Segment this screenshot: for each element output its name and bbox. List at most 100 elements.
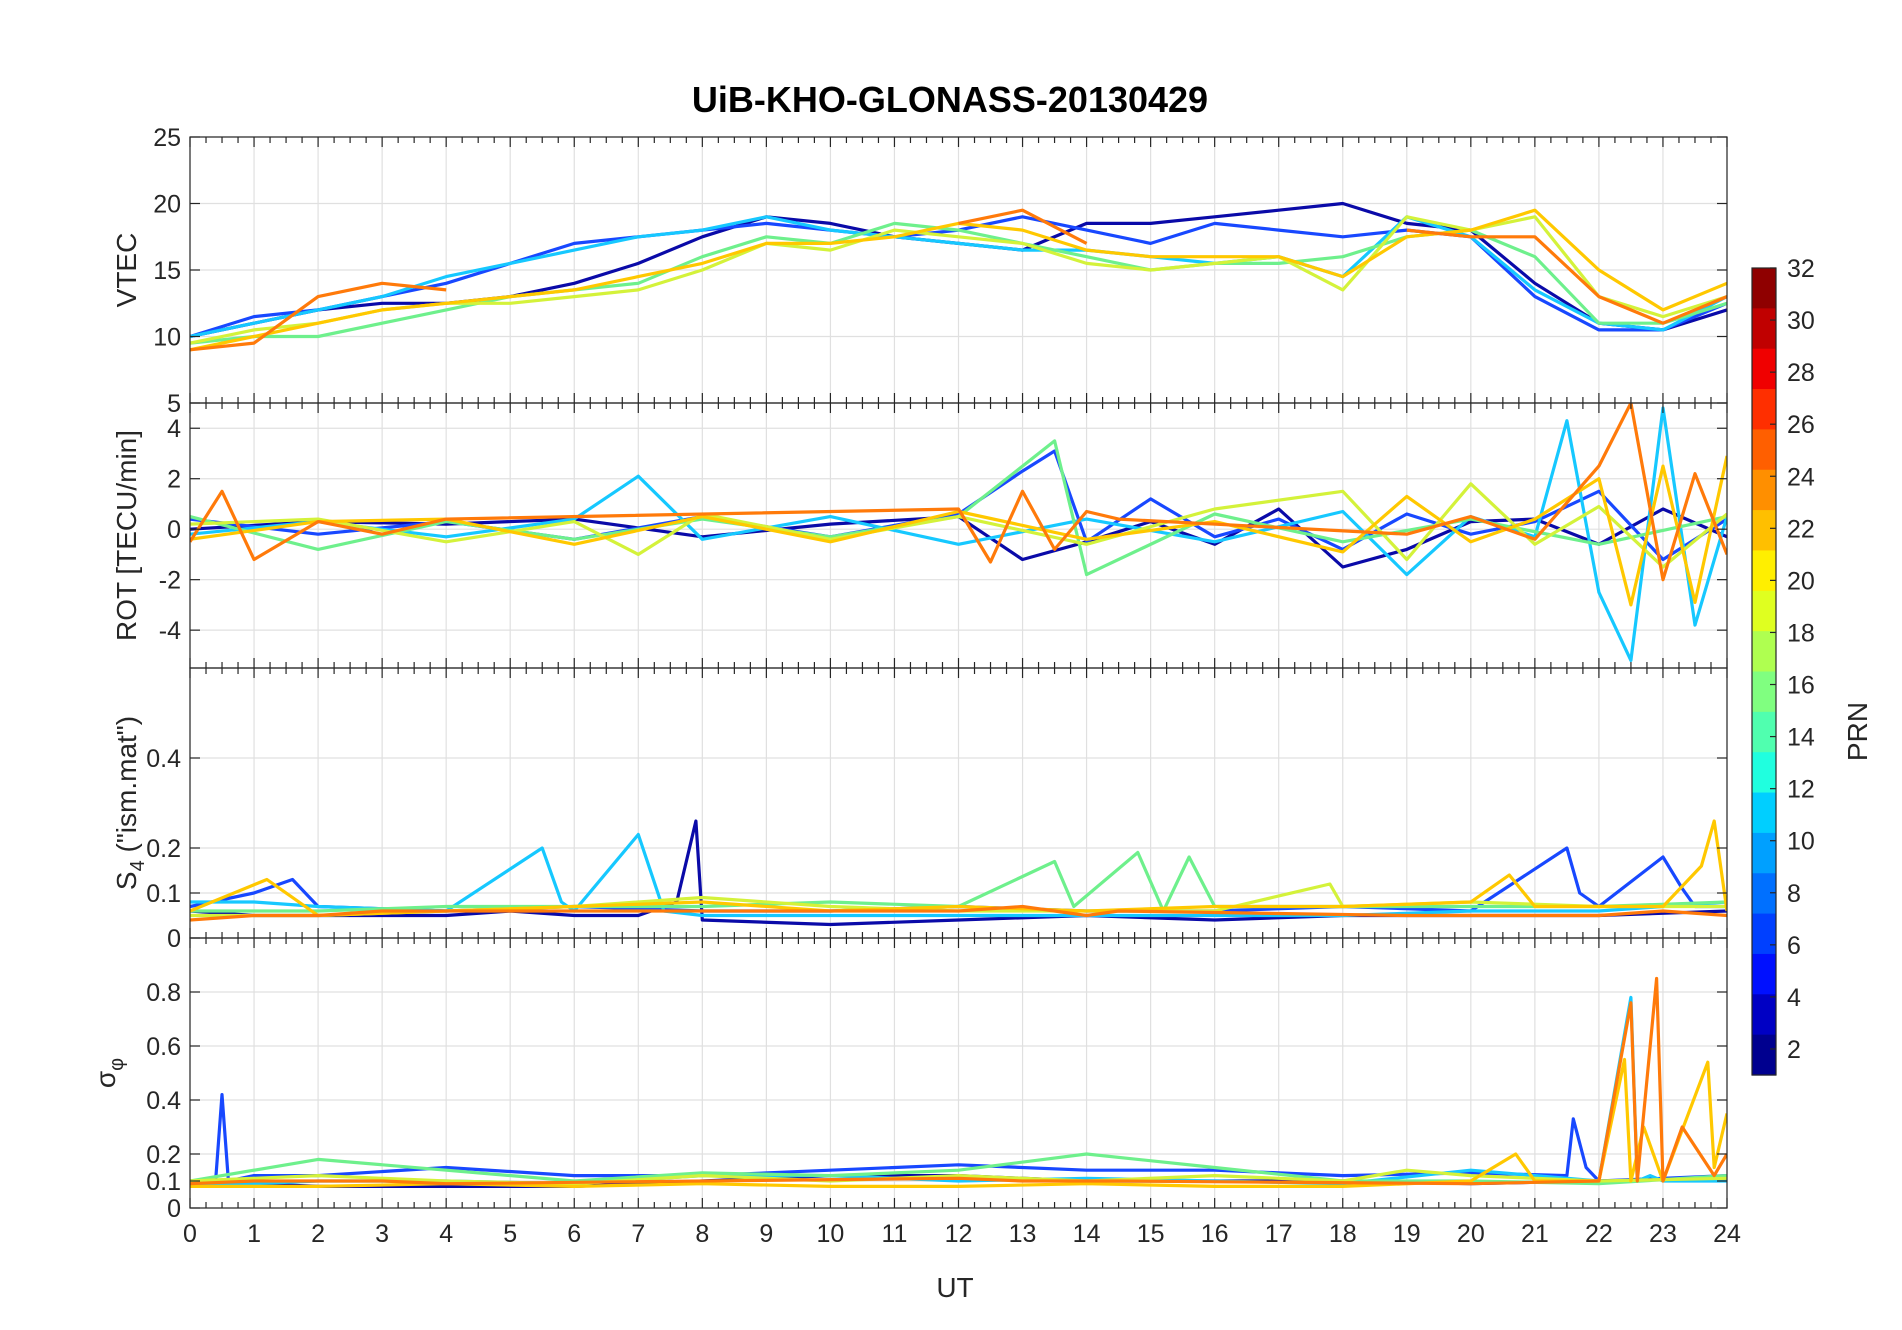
s4-ytick-label: 0 [167, 925, 181, 953]
rot-ytick-label: 4 [167, 415, 181, 443]
s4-y-axis-label: S4 ("ism.mat") [111, 716, 149, 890]
xtick-label-8: 8 [695, 1220, 709, 1248]
colorbar-tick-label: 8 [1787, 880, 1801, 908]
s4-ylabel-sub: 4 [127, 860, 149, 871]
colorbar-tick-label: 12 [1787, 776, 1815, 804]
rot-tick-marks [189, 403, 1728, 668]
xtick-label-19: 19 [1393, 1220, 1421, 1248]
sigma_phi-series [190, 976, 1727, 1188]
s4-ytick-label: 0.4 [146, 745, 181, 773]
xtick-label-5: 5 [503, 1220, 517, 1248]
colorbar-tick-label: 10 [1787, 828, 1815, 856]
xtick-label-21: 21 [1521, 1220, 1549, 1248]
colorbar-segment [1752, 832, 1776, 874]
s4-ytick-label: 0.1 [146, 880, 181, 908]
sigma_phi-ytick-label: 0.2 [146, 1141, 181, 1169]
chart-title: UiB-KHO-GLONASS-20130429 [692, 79, 1208, 120]
colorbar-segment [1752, 308, 1776, 350]
rot-ytick-label: -2 [159, 567, 181, 595]
colorbar-tick-label: 4 [1787, 984, 1801, 1012]
sigma_phi-tick-marks [189, 938, 1728, 1209]
colorbar-tick-label: 16 [1787, 672, 1815, 700]
colorbar-segment [1752, 873, 1776, 915]
colorbar-segment [1752, 268, 1776, 309]
vtec-ytick-label: 15 [153, 257, 181, 285]
xtick-label-3: 3 [375, 1220, 389, 1248]
sigma_phi-ylabel-sub: φ [106, 1058, 128, 1071]
s4-ylabel-rest: ("ism.mat") [111, 716, 142, 860]
xtick-label-11: 11 [881, 1220, 907, 1248]
xtick-label-1: 1 [247, 1220, 261, 1248]
rot-ytick-label: -4 [159, 617, 181, 645]
sigma_phi-ytick-label: 0.8 [146, 979, 181, 1007]
vtec-ytick-label: 25 [153, 124, 181, 152]
sigma_phi-grid [189, 938, 1728, 1209]
panel-rot: 4 2 0 -2 -4 ROT [TECU/min] [111, 402, 1728, 669]
colorbar-tick-label: 6 [1787, 932, 1801, 960]
colorbar-tick-label: 2 [1787, 1036, 1801, 1064]
colorbar-tick-label: 14 [1787, 724, 1815, 752]
xtick-label-9: 9 [759, 1220, 773, 1248]
sigma_phi-ylabel-main: σ [90, 1071, 121, 1088]
rot-series-prn-21 [190, 455, 1727, 607]
panel-vtec: 25 20 15 10 5 VTEC [111, 124, 1728, 418]
x-axis-label: UT [936, 1272, 973, 1303]
xtick-label-2: 2 [311, 1220, 325, 1248]
s4-series [190, 819, 1727, 927]
colorbar: 32 30 28 26 24 22 20 18 16 14 12 10 8 6 4 2 PRN [1751, 255, 1873, 1076]
colorbar-tick-label: 18 [1787, 619, 1815, 647]
s4-ylabel-main: S [111, 871, 142, 890]
colorbar-segment [1752, 429, 1776, 471]
s4-grid [189, 668, 1728, 939]
sigma_phi-series-prn-19 [190, 1168, 1727, 1186]
panel-s4: 0.4 0.2 0.1 0 S4 ("ism.mat") [111, 667, 1728, 953]
colorbar-segment [1752, 389, 1776, 430]
rot-grid [189, 403, 1728, 668]
xtick-label-15: 15 [1137, 1220, 1165, 1248]
rot-y-axis-label: ROT [TECU/min] [111, 430, 142, 641]
xtick-label-7: 7 [631, 1220, 645, 1248]
rot-ytick-label: 0 [167, 516, 181, 544]
colorbar-segment [1752, 631, 1776, 673]
vtec-ytick-label: 20 [153, 191, 181, 219]
s4-series-prn-24 [190, 904, 1727, 922]
xtick-label-13: 13 [1009, 1220, 1037, 1248]
colorbar-tick-label: 26 [1787, 411, 1815, 439]
s4-tick-marks [189, 668, 1728, 939]
colorbar-label: PRN [1842, 702, 1873, 761]
xtick-label-17: 17 [1265, 1220, 1293, 1248]
colorbar-tick-label: 20 [1787, 567, 1815, 595]
xtick-label-12: 12 [945, 1220, 973, 1248]
rot-series-prn-24 [190, 403, 1727, 582]
s4-ytick-label: 0.2 [146, 835, 181, 863]
xtick-label-10: 10 [817, 1220, 845, 1248]
xtick-label-4: 4 [439, 1220, 453, 1248]
colorbar-segment [1752, 550, 1776, 592]
xtick-label-22: 22 [1585, 1220, 1613, 1248]
sigma_phi-series-prn-21 [190, 1057, 1727, 1188]
sigma_phi-y-axis-label: σφ [90, 1058, 128, 1088]
vtec-tick-marks [189, 136, 1728, 404]
vtec-series-prn-24 [190, 208, 1727, 352]
xtick-label-6: 6 [567, 1220, 581, 1248]
vtec-ytick-label: 10 [153, 324, 181, 352]
colorbar-tick-label: 24 [1787, 463, 1815, 491]
sigma_phi-series-prn-24 [190, 976, 1727, 1186]
xtick-label-20: 20 [1457, 1220, 1485, 1248]
vtec-series [190, 201, 1727, 352]
sigma_phi-ytick-label: 0.1 [146, 1168, 181, 1196]
colorbar-segment [1752, 994, 1776, 1036]
xtick-label-24: 24 [1713, 1220, 1741, 1248]
sigma_phi-ytick-label: 0.6 [146, 1033, 181, 1061]
colorbar-segment [1752, 510, 1776, 552]
xtick-label-16: 16 [1201, 1220, 1229, 1248]
vtec-ytick-label: 5 [167, 390, 181, 418]
colorbar-segment [1752, 953, 1776, 995]
xtick-label-23: 23 [1649, 1220, 1677, 1248]
sigma_phi-ytick-label: 0.4 [146, 1087, 181, 1115]
xtick-label-18: 18 [1329, 1220, 1357, 1248]
colorbar-tick-label: 22 [1787, 515, 1815, 543]
